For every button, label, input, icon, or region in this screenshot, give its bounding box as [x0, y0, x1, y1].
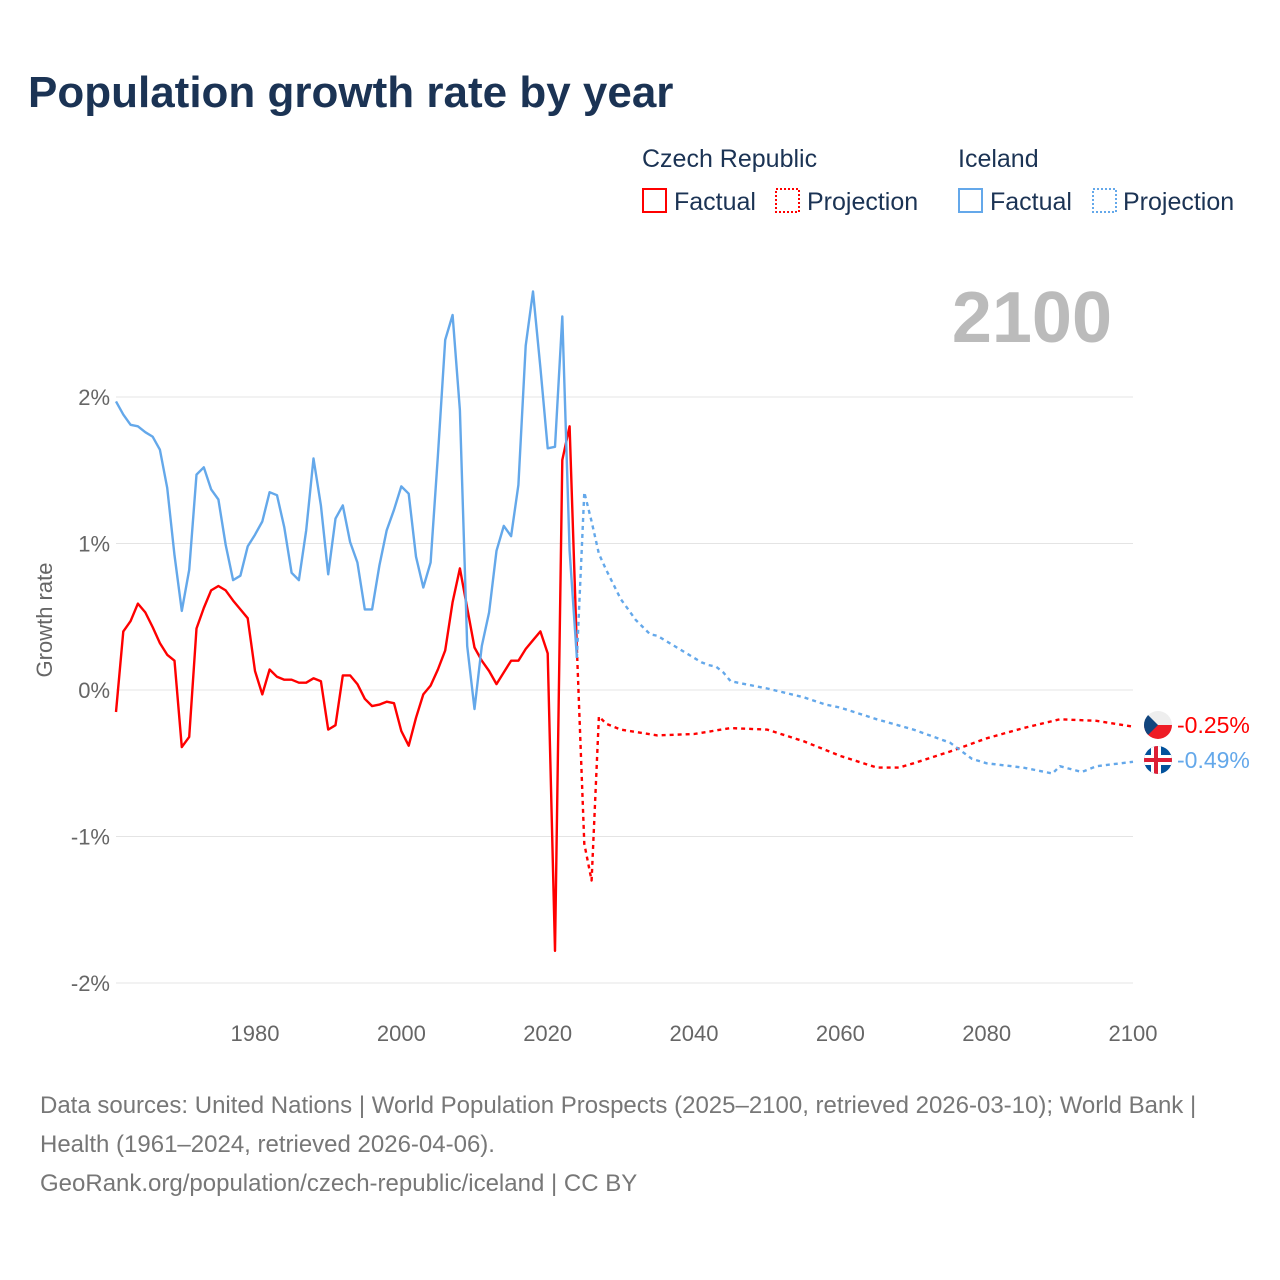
legend: Czech Republic Factual Projection Icelan…: [642, 145, 1234, 216]
x-tick-label: 2080: [962, 1021, 1011, 1046]
x-tick-label: 2000: [377, 1021, 426, 1046]
legend-czech-factual[interactable]: Factual: [674, 188, 756, 216]
legend-swatch-iceland-factual[interactable]: [958, 188, 983, 213]
series-line-czech-republic-factual[interactable]: [114, 425, 579, 952]
iceland-end-value: -0.49%: [1177, 747, 1250, 773]
series-line-iceland-projection[interactable]: [575, 491, 1134, 775]
legend-swatch-czech-factual[interactable]: [642, 188, 667, 213]
year-label: 2100: [952, 278, 1112, 358]
legend-group-czech: Czech Republic: [642, 145, 817, 173]
legend-iceland-factual[interactable]: Factual: [990, 188, 1072, 216]
legend-czech-projection[interactable]: Projection: [807, 188, 918, 216]
x-tick-label: 2100: [1109, 1021, 1158, 1046]
legend-group-iceland: Iceland: [958, 145, 1039, 173]
series-line-iceland-factual[interactable]: [114, 290, 579, 711]
series-line-czech-republic-projection[interactable]: [575, 648, 1134, 882]
x-tick-label: 2040: [670, 1021, 719, 1046]
x-tick-label: 2060: [816, 1021, 865, 1046]
chart-title: Population growth rate by year: [28, 68, 674, 117]
czech-flag-icon: [1144, 711, 1172, 739]
legend-swatch-iceland-projection[interactable]: [1092, 188, 1117, 213]
legend-iceland-projection[interactable]: Projection: [1123, 188, 1234, 216]
x-tick-label: 2020: [523, 1021, 572, 1046]
y-tick-label: 2%: [78, 385, 110, 410]
y-tick-label: -2%: [71, 971, 110, 996]
y-tick-label: 0%: [78, 678, 110, 703]
legend-swatch-czech-projection[interactable]: [775, 188, 800, 213]
x-tick-label: 1980: [231, 1021, 280, 1046]
iceland-flag-icon: [1144, 746, 1172, 774]
footer: Data sources: United Nations | World Pop…: [40, 1086, 1240, 1203]
czech-end-value: -0.25%: [1177, 712, 1250, 738]
y-tick-label: -1%: [71, 825, 110, 850]
y-tick-label: 1%: [78, 532, 110, 557]
data-sources: Data sources: United Nations | World Pop…: [40, 1092, 1197, 1158]
y-axis-label: Growth rate: [32, 563, 57, 678]
source-link[interactable]: GeoRank.org/population/czech-republic/ic…: [40, 1170, 638, 1197]
